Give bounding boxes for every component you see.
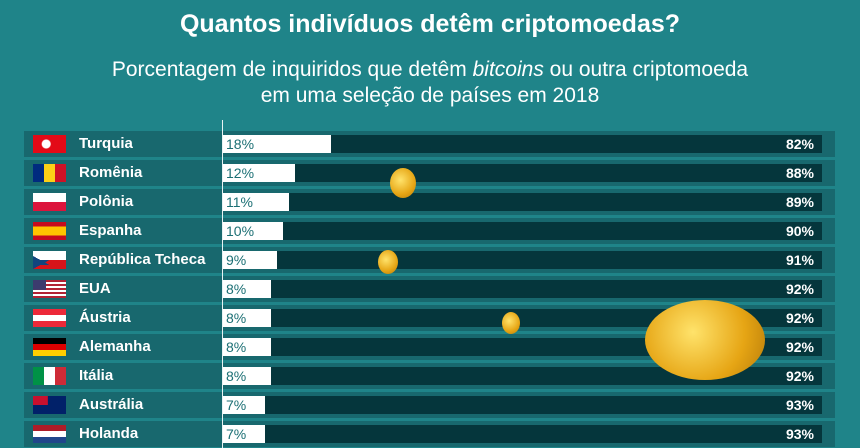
bar-yes: [223, 309, 271, 327]
bar-no: 12% 88%: [223, 164, 822, 182]
data-label-yes: 9%: [226, 252, 247, 268]
category-label: EUA: [79, 280, 111, 297]
category-label: Áustria: [79, 309, 131, 326]
bar-row: Holanda 7% 93%: [24, 421, 835, 447]
bar-no: 7% 93%: [223, 396, 822, 414]
flag-icon-netherlands: [33, 425, 66, 443]
data-label-yes: 18%: [226, 136, 255, 152]
data-label-no: 82%: [785, 136, 814, 152]
data-label-no: 88%: [785, 165, 814, 181]
chart-title: Quantos indivíduos detêm criptomoedas?: [179, 10, 681, 38]
bar-no: 9% 91%: [223, 251, 822, 269]
flag-icon-austria: [33, 309, 66, 327]
bar-yes: [223, 425, 265, 443]
data-label-yes: 12%: [226, 165, 255, 181]
data-label-no: 89%: [785, 194, 814, 210]
category-label: Polônia: [79, 193, 134, 210]
chart-subtitle: Porcentagem de inquiridos que detêm bitc…: [0, 57, 860, 109]
bar-yes: [223, 193, 289, 211]
flag-icon-australia: [33, 396, 66, 414]
coin-icon: [390, 168, 416, 198]
flag-icon-romania: [33, 164, 66, 182]
data-label-yes: 8%: [226, 339, 247, 355]
category-label: Espanha: [79, 222, 142, 239]
category-label: Alemanha: [79, 338, 151, 355]
category-label: Romênia: [79, 164, 143, 181]
data-label-yes: 8%: [226, 310, 247, 326]
bar-no: 8% 92%: [223, 280, 822, 298]
bitcoin-icon: [645, 300, 765, 380]
data-label-no: 92%: [785, 339, 814, 355]
coin-icon: [502, 312, 520, 334]
bar-yes: [223, 135, 331, 153]
data-label-yes: 7%: [226, 397, 247, 413]
bar-row: Turquia 18% 82%: [24, 131, 835, 157]
bar-row: República Tcheca 9% 91%: [24, 247, 835, 273]
data-label-yes: 8%: [226, 281, 247, 297]
category-label: República Tcheca: [79, 251, 206, 268]
bar-yes: [223, 396, 265, 414]
category-label: Itália: [79, 367, 114, 384]
flag-icon-poland: [33, 193, 66, 211]
bar-row: EUA 8% 92%: [24, 276, 835, 302]
bar-yes: [223, 251, 277, 269]
data-label-yes: 8%: [226, 368, 247, 384]
bar-no: 11% 89%: [223, 193, 822, 211]
flag-icon-germany: [33, 338, 66, 356]
bar-row: Polônia 11% 89%: [24, 189, 835, 215]
subtitle-line2: em uma seleção de países em 2018: [260, 84, 600, 107]
bar-yes: [223, 367, 271, 385]
data-label-no: 90%: [785, 223, 814, 239]
flag-icon-turkey: [33, 135, 66, 153]
flag-icon-czech: [33, 251, 66, 269]
coin-icon: [378, 250, 398, 274]
data-label-no: 91%: [785, 252, 814, 268]
bar-no: 7% 93%: [223, 425, 822, 443]
subtitle-part: Porcentagem de inquiridos que detêm: [111, 58, 473, 81]
bar-row: Romênia 12% 88%: [24, 160, 835, 186]
data-label-no: 93%: [785, 426, 814, 442]
flag-icon-usa: [33, 280, 66, 298]
data-label-no: 92%: [785, 368, 814, 384]
subtitle-italic: bitcoins: [472, 58, 544, 81]
bar-yes: [223, 280, 271, 298]
bar-yes: [223, 164, 295, 182]
bar-yes: [223, 222, 283, 240]
data-label-yes: 10%: [226, 223, 255, 239]
data-label-no: 92%: [785, 281, 814, 297]
bar-row: Espanha 10% 90%: [24, 218, 835, 244]
subtitle-part: ou outra criptomoeda: [543, 58, 749, 81]
bar-no: 10% 90%: [223, 222, 822, 240]
category-label: Holanda: [79, 425, 139, 442]
bar-no: 18% 82%: [223, 135, 822, 153]
data-label-no: 92%: [785, 310, 814, 326]
category-label: Austrália: [79, 396, 144, 413]
bar-row: Austrália 7% 93%: [24, 392, 835, 418]
flag-icon-spain: [33, 222, 66, 240]
flag-icon-italy: [33, 367, 66, 385]
category-label: Turquia: [79, 135, 133, 152]
bar-yes: [223, 338, 271, 356]
data-label-yes: 11%: [226, 194, 253, 210]
axis-line: [222, 120, 223, 448]
data-label-no: 93%: [785, 397, 814, 413]
data-label-yes: 7%: [226, 426, 247, 442]
